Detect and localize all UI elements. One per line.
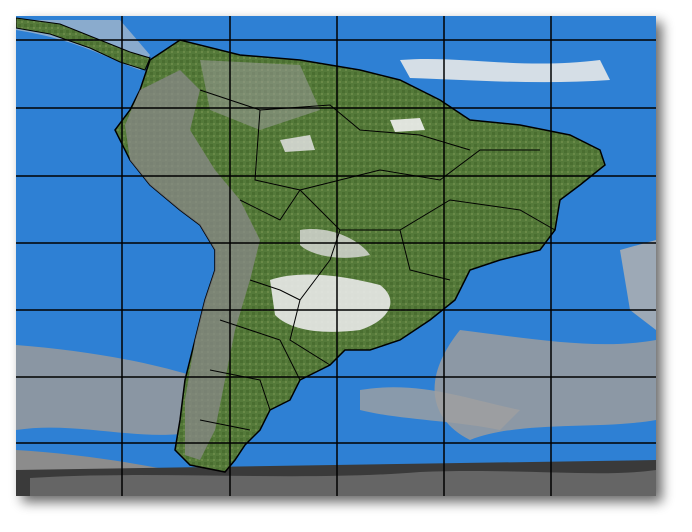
dark-band [30,470,656,496]
central-america [16,17,151,71]
cloud-band [620,240,656,330]
cloud [270,274,391,332]
cloud-band [360,387,520,430]
andes [125,70,260,460]
cloud-band [16,345,200,435]
map-content [16,16,656,496]
graticule [16,16,656,496]
cloud [280,135,315,152]
cloud [400,58,610,83]
cloud [390,118,425,132]
